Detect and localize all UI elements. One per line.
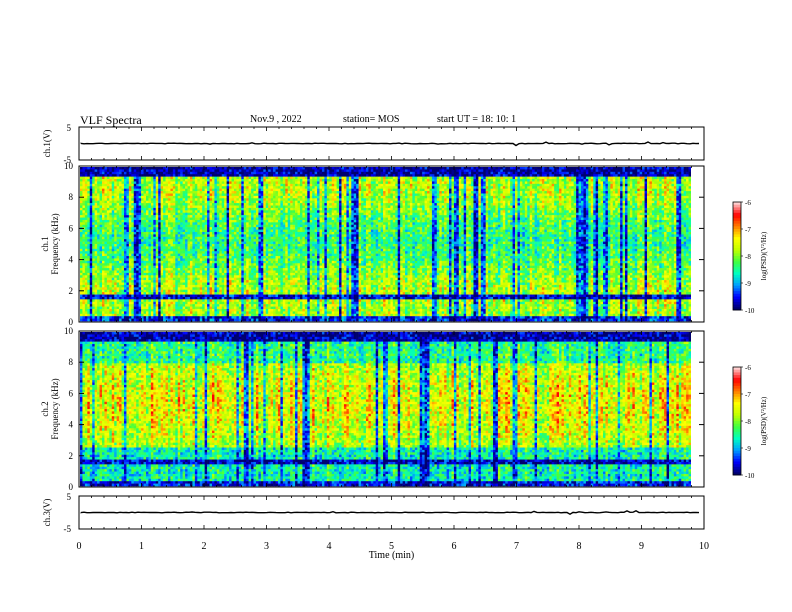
colorbar2-tick-label: -7: [745, 391, 751, 399]
spec1-ytick-label: 2: [69, 286, 74, 296]
ch1-ylabel: ch.1(V): [42, 130, 52, 158]
ch1-ytick-label: 5: [67, 123, 72, 133]
ch3-trace: [80, 510, 700, 516]
spec1-ylabel-frequency: Frequency (kHz): [50, 213, 60, 274]
colorbar2-tick-label: -9: [745, 445, 751, 453]
channel-2-colorbar: -6 -7 -8 -9 -10 log(PSD)(V²/Hz): [732, 364, 768, 480]
channel-1-spectrogram-panel: 0 2 4 6 8 10 ch.1 Frequency (kHz): [40, 161, 705, 327]
ch1-ytick-label: -5: [64, 155, 72, 165]
colorbar2-tick-label: -8: [745, 418, 751, 426]
x-tick-label: 4: [327, 541, 332, 552]
spec2-image: [80, 332, 692, 487]
x-tick-label: 1: [139, 541, 144, 552]
ch3-ytick-label: 5: [67, 492, 72, 502]
ch1-trace: [80, 141, 700, 147]
colorbar2-tick-label: -6: [745, 364, 751, 372]
channel-1-waveform-panel: 5 -5 ch.1(V): [42, 123, 705, 165]
colorbar1-tick-label: -10: [745, 307, 755, 315]
date-label: Nov.9 , 2022: [250, 114, 302, 125]
spec1-ytick-label: 8: [69, 192, 74, 202]
x-tick-label: 8: [577, 541, 582, 552]
x-tick-label: 7: [514, 541, 519, 552]
spec2-ytick-label: 8: [69, 357, 74, 367]
colorbar2-tick-label: -10: [745, 472, 755, 480]
spec1-ylabel-channel: ch.1: [40, 236, 50, 251]
x-axis-label: Time (min): [369, 550, 414, 561]
channel-1-colorbar: -6 -7 -8 -9 -10 log(PSD)(V²/Hz): [732, 199, 768, 315]
spec2-ylabel-channel: ch.2: [40, 401, 50, 416]
station-label: station= MOS: [343, 114, 399, 125]
spec2-ytick-label: 2: [69, 451, 74, 461]
spec1-ytick-label: 6: [69, 223, 74, 233]
colorbar1-label: log(PSD)(V²/Hz): [760, 231, 768, 280]
colorbar1-tick-label: -7: [745, 226, 751, 234]
spec2-no-data: [691, 332, 703, 486]
spec2-ytick-label: 0: [69, 482, 74, 492]
start-time-label: start UT = 18: 10: 1: [437, 114, 516, 125]
ch3-ytick-label: -5: [64, 524, 72, 534]
x-tick-label: 9: [639, 541, 644, 552]
spec1-ytick-label: 0: [69, 317, 74, 327]
spec1-image: [80, 167, 692, 322]
x-tick-label: 5: [389, 541, 394, 552]
x-tick-label: 0: [77, 541, 82, 552]
spec2-ytick-label: 6: [69, 388, 74, 398]
x-tick-label: 10: [699, 541, 709, 552]
channel-2-spectrogram-panel: 0 2 4 6 8 10 ch.2 Frequency (kHz): [40, 326, 705, 492]
colorbar1-tick-label: -8: [745, 253, 751, 261]
x-tick-label: 6: [452, 541, 457, 552]
spec1-ytick-label: 10: [64, 161, 74, 171]
channel-3-waveform-panel: 5 -5 ch.3(V) 0 1 2 3 4 5 6 7 8 9 10 Time (min): [42, 492, 709, 561]
figure-title: VLF Spectra: [80, 113, 142, 128]
colorbar1-tick-label: -9: [745, 280, 751, 288]
x-tick-label: 3: [264, 541, 269, 552]
spec2-ylabel-frequency: Frequency (kHz): [50, 378, 60, 439]
x-tick-label: 2: [202, 541, 207, 552]
spec2-ytick-label: 4: [69, 420, 74, 430]
colorbar2-label: log(PSD)(V²/Hz): [760, 396, 768, 445]
colorbar1-tick-label: -6: [745, 199, 751, 207]
spec1-ytick-label: 4: [69, 255, 74, 265]
spec2-ytick-label: 10: [64, 326, 74, 336]
spec1-no-data: [691, 167, 703, 321]
ch3-ylabel: ch.3(V): [42, 499, 52, 527]
